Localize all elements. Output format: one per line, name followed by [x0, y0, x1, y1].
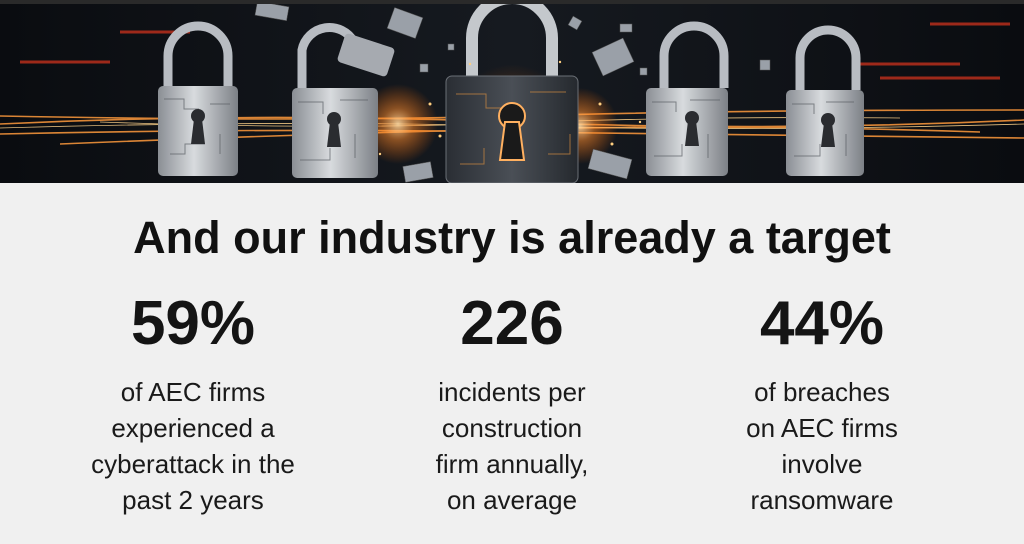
keyhole-icon [685, 111, 699, 146]
stat-description: of breaches on AEC firms involve ransomw… [746, 377, 898, 515]
stat-description: incidents per construction firm annually… [435, 377, 589, 515]
stat-value: 226 [460, 289, 564, 358]
padlock-icon [445, 4, 579, 183]
padlock-icon [646, 21, 729, 176]
keyhole-icon [821, 113, 835, 147]
keyhole-icon [327, 112, 341, 147]
stat-block: 226 incidents per construction firm annu… [362, 288, 662, 518]
headline: And our industry is already a target [133, 212, 891, 263]
padlock-icon [292, 22, 395, 178]
hero-banner [0, 4, 1024, 183]
padlocks-illustration [0, 4, 1024, 183]
keyhole-icon [498, 102, 526, 161]
stat-description: of AEC firms experienced a cyberattack i… [91, 377, 295, 515]
stat-block: 59% of AEC firms experienced a cyberatta… [43, 288, 343, 518]
stat-value: 59% [130, 289, 256, 358]
stat-block: 44% of breaches on AEC firms involve ran… [672, 288, 972, 518]
keyhole-icon [191, 109, 205, 144]
slide-content: And our industry is already a target 59%… [0, 183, 1024, 544]
padlock-icon [786, 25, 864, 176]
stat-value: 44% [759, 289, 885, 358]
top-strip [0, 0, 1024, 4]
padlock-icon [158, 21, 238, 176]
